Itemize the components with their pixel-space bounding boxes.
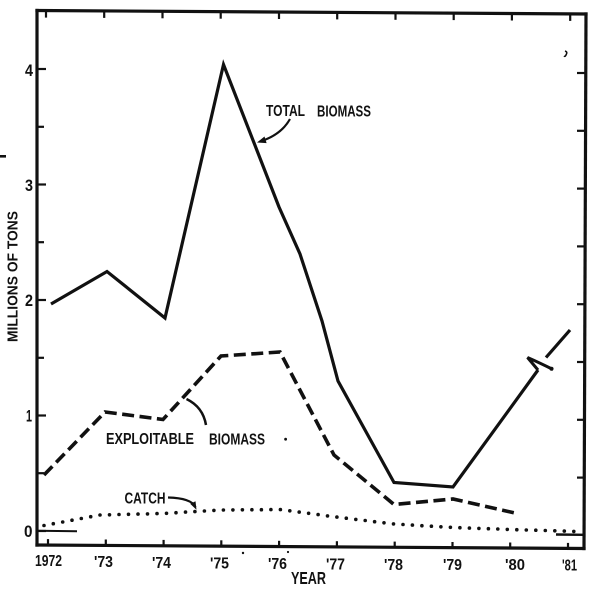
svg-text:BIOMASS: BIOMASS [317,104,371,121]
svg-text:3: 3 [25,177,33,195]
svg-text:1972: 1972 [35,553,62,570]
svg-text:BIOMASS: BIOMASS [209,432,265,449]
svg-text:'79: '79 [443,557,462,574]
svg-text:'75: '75 [210,556,229,573]
svg-text:4: 4 [25,62,34,80]
svg-text:'80: '80 [505,557,525,574]
svg-text:MILLIONS OF TONS: MILLIONS OF TONS [5,211,22,342]
svg-text:1: 1 [26,408,32,426]
svg-text:'76: '76 [268,556,287,573]
svg-text:'81: '81 [562,558,577,575]
svg-text:'73: '73 [94,554,113,571]
svg-text:YEAR: YEAR [291,568,326,588]
svg-text:EXPLOITABLE: EXPLOITABLE [106,431,194,448]
svg-text:'78: '78 [384,557,403,574]
svg-text:0: 0 [24,523,33,541]
svg-text:'77: '77 [326,557,345,574]
svg-text:TOTAL: TOTAL [266,103,305,120]
svg-text:CATCH: CATCH [125,491,166,508]
svg-text:2: 2 [25,292,33,310]
svg-text:'74: '74 [152,555,171,572]
